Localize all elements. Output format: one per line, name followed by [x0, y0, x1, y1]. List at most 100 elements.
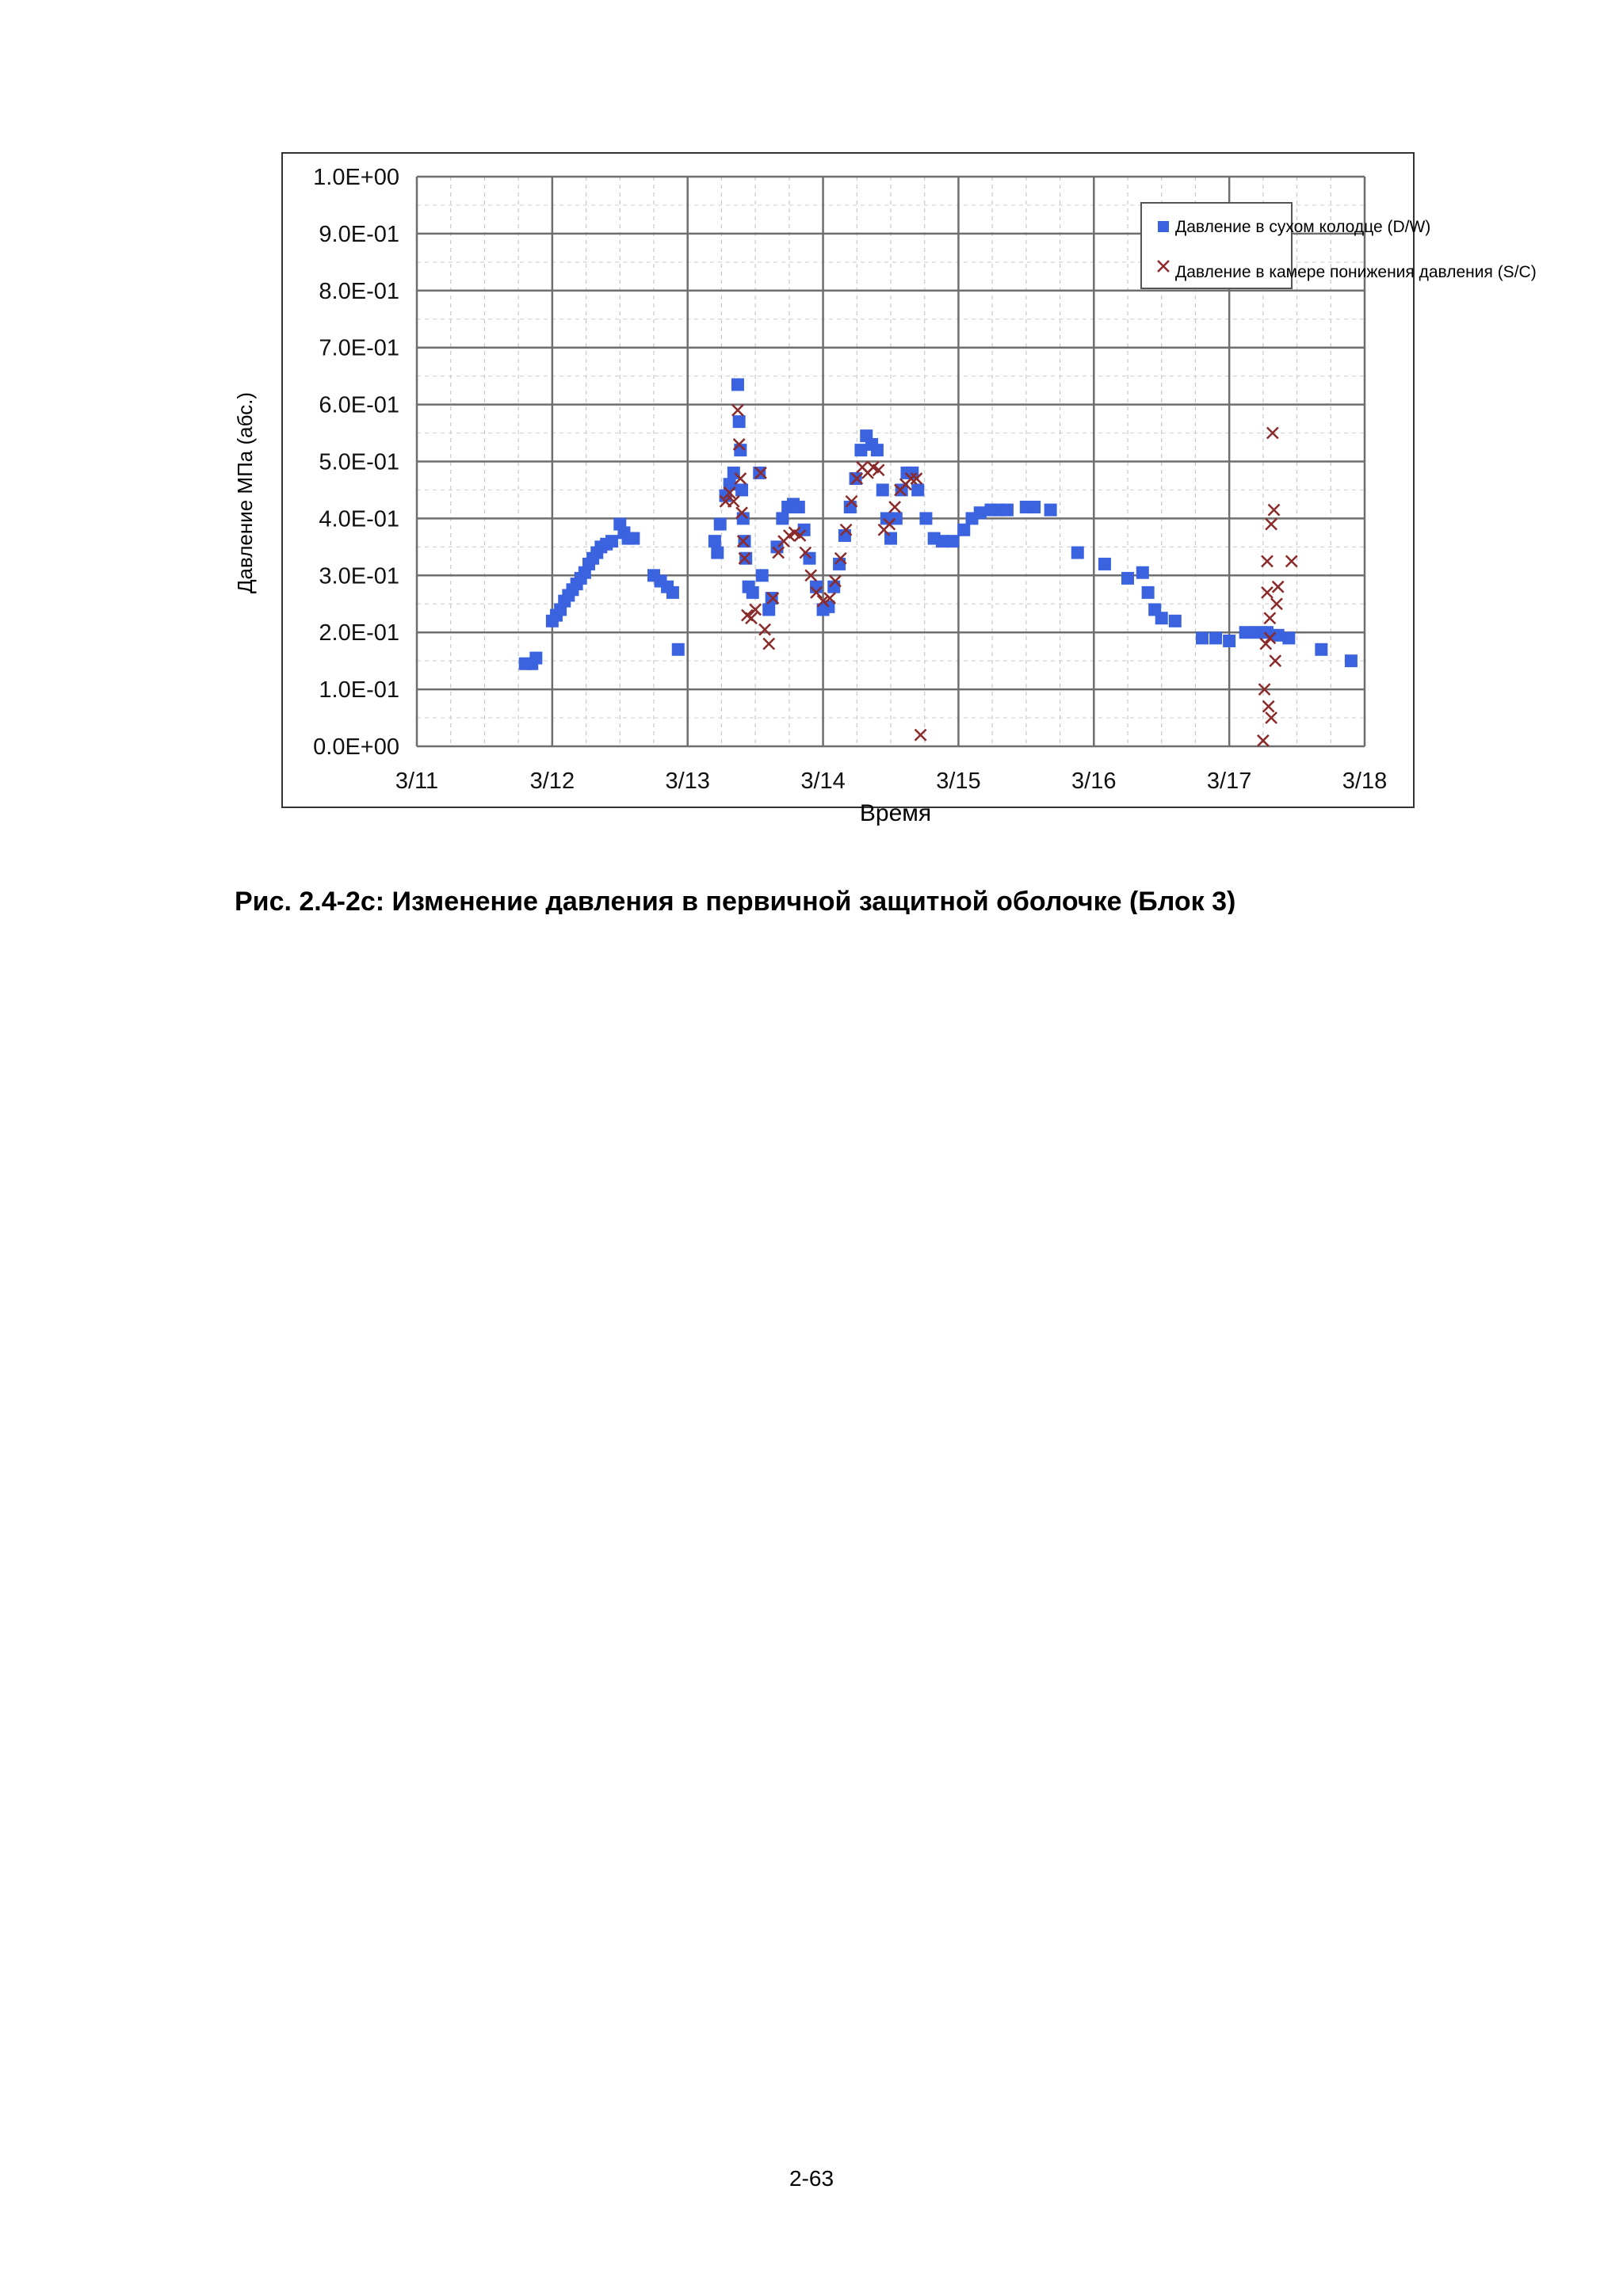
data-point-sc	[738, 551, 751, 565]
data-point-dw	[1044, 503, 1057, 517]
data-point-dw	[1260, 626, 1274, 639]
data-point-sc	[1266, 426, 1279, 440]
data-point-sc	[1265, 517, 1277, 531]
y-tick-label: 1.0E-01	[319, 677, 399, 703]
data-point-dw	[1344, 654, 1358, 668]
data-point-sc	[1269, 654, 1282, 668]
data-point-sc	[734, 472, 747, 485]
data-point-dw	[671, 643, 685, 656]
y-tick-label: 1.0E+00	[313, 165, 399, 190]
data-point-sc	[839, 523, 853, 536]
data-point-sc	[872, 463, 885, 477]
data-point-dw	[746, 585, 759, 599]
y-tick-label: 7.0E-01	[319, 336, 399, 361]
data-point-dw	[605, 535, 619, 548]
data-point-dw	[1098, 557, 1111, 570]
data-point-dw	[1282, 631, 1296, 645]
page-number: 2-63	[789, 2166, 834, 2191]
data-point-dw	[711, 546, 724, 559]
data-point-sc	[1267, 503, 1281, 517]
data-point-sc	[888, 501, 902, 513]
x-tick-label: 3/15	[936, 769, 980, 794]
data-point-sc	[1263, 612, 1277, 625]
y-tick-label: 2.0E-01	[319, 620, 399, 646]
data-point-dw	[1141, 585, 1155, 599]
data-point-dw	[1155, 612, 1168, 625]
data-point-dw	[1195, 631, 1209, 645]
data-point-sc	[883, 517, 896, 531]
legend: Давление в сухом колодце (D/W) Давление …	[1140, 202, 1537, 289]
x-tick-label: 3/12	[530, 769, 575, 794]
data-point-dw	[935, 535, 949, 548]
data-point-sc	[1271, 580, 1285, 593]
data-point-sc	[1262, 700, 1275, 713]
data-point-dw	[1136, 566, 1149, 579]
data-point-dw	[1168, 614, 1182, 627]
x-tick-labels: 3/11 3/12 3/13 3/14 3/15 3/16 3/17 3/18	[395, 769, 1387, 794]
data-point-sc	[1263, 631, 1277, 645]
data-point-dw	[946, 535, 960, 548]
data-point-sc	[1285, 555, 1298, 568]
data-point-sc	[736, 535, 750, 548]
data-point-sc	[910, 472, 923, 485]
data-series	[518, 378, 1358, 747]
x-tick-label: 3/18	[1342, 769, 1387, 794]
data-point-dw	[911, 483, 925, 497]
y-tick-label: 0.0E+00	[313, 734, 399, 760]
data-point-dw	[919, 512, 933, 525]
data-point-dw	[755, 569, 769, 582]
y-tick-label: 4.0E-01	[319, 506, 399, 532]
x-tick-label: 3/11	[395, 769, 438, 794]
data-point-dw	[957, 523, 971, 536]
data-point-dw	[723, 478, 736, 491]
data-point-dw	[792, 501, 805, 514]
data-point-sc	[762, 637, 776, 650]
y-axis-label: Давление МПа (абс.)	[233, 392, 257, 593]
data-point-sc	[745, 612, 758, 625]
data-point-sc	[1258, 683, 1271, 696]
data-point-sc	[823, 592, 836, 605]
data-point-sc	[1270, 597, 1283, 611]
data-point-dw	[1315, 643, 1328, 656]
data-point-dw	[666, 585, 679, 599]
data-point-sc	[1265, 711, 1277, 724]
legend-label-dw: Давление в сухом колодце (D/W)	[1175, 218, 1430, 236]
pressure-chart: 0.0E+00 1.0E-01 2.0E-01 3.0E-01 4.0E-01 5.0E-…	[233, 152, 1537, 826]
y-tick-label: 5.0E-01	[319, 450, 399, 475]
major-grid	[415, 175, 1366, 748]
data-point-sc	[754, 466, 767, 479]
data-point-sc	[799, 546, 812, 559]
data-point-sc	[816, 594, 830, 608]
data-point-dw	[1223, 634, 1236, 647]
data-point-sc	[766, 592, 780, 605]
data-point-sc	[834, 551, 847, 565]
legend-label-sc: Давление в камере понижения давления (S/…	[1175, 263, 1537, 281]
data-point-sc	[1261, 555, 1274, 568]
data-point-dw	[1000, 503, 1014, 517]
data-point-sc	[1261, 585, 1274, 599]
data-point-dw	[797, 523, 811, 536]
data-point-sc	[732, 438, 746, 451]
data-point-dw	[529, 651, 543, 665]
data-point-dw	[732, 415, 746, 429]
legend-square-marker	[1158, 221, 1169, 232]
data-point-dw	[1239, 626, 1252, 639]
series-sc	[719, 403, 1298, 747]
data-point-dw	[762, 603, 776, 616]
x-tick-label: 3/16	[1071, 769, 1116, 794]
y-tick-label: 6.0E-01	[319, 393, 399, 418]
data-point-dw	[1209, 631, 1223, 645]
x-tick-label: 3/14	[800, 769, 845, 794]
y-tick-label: 3.0E-01	[319, 563, 399, 589]
legend-box	[1140, 202, 1293, 289]
data-point-sc	[914, 728, 927, 742]
data-point-sc	[731, 403, 744, 417]
data-point-sc	[735, 506, 748, 520]
data-point-dw	[776, 512, 789, 525]
data-point-dw	[713, 517, 727, 531]
data-point-dw	[870, 444, 884, 457]
data-point-dw	[876, 483, 889, 497]
y-tick-label: 8.0E-01	[319, 279, 399, 304]
data-point-sc	[845, 494, 858, 508]
data-point-dw	[627, 532, 640, 545]
